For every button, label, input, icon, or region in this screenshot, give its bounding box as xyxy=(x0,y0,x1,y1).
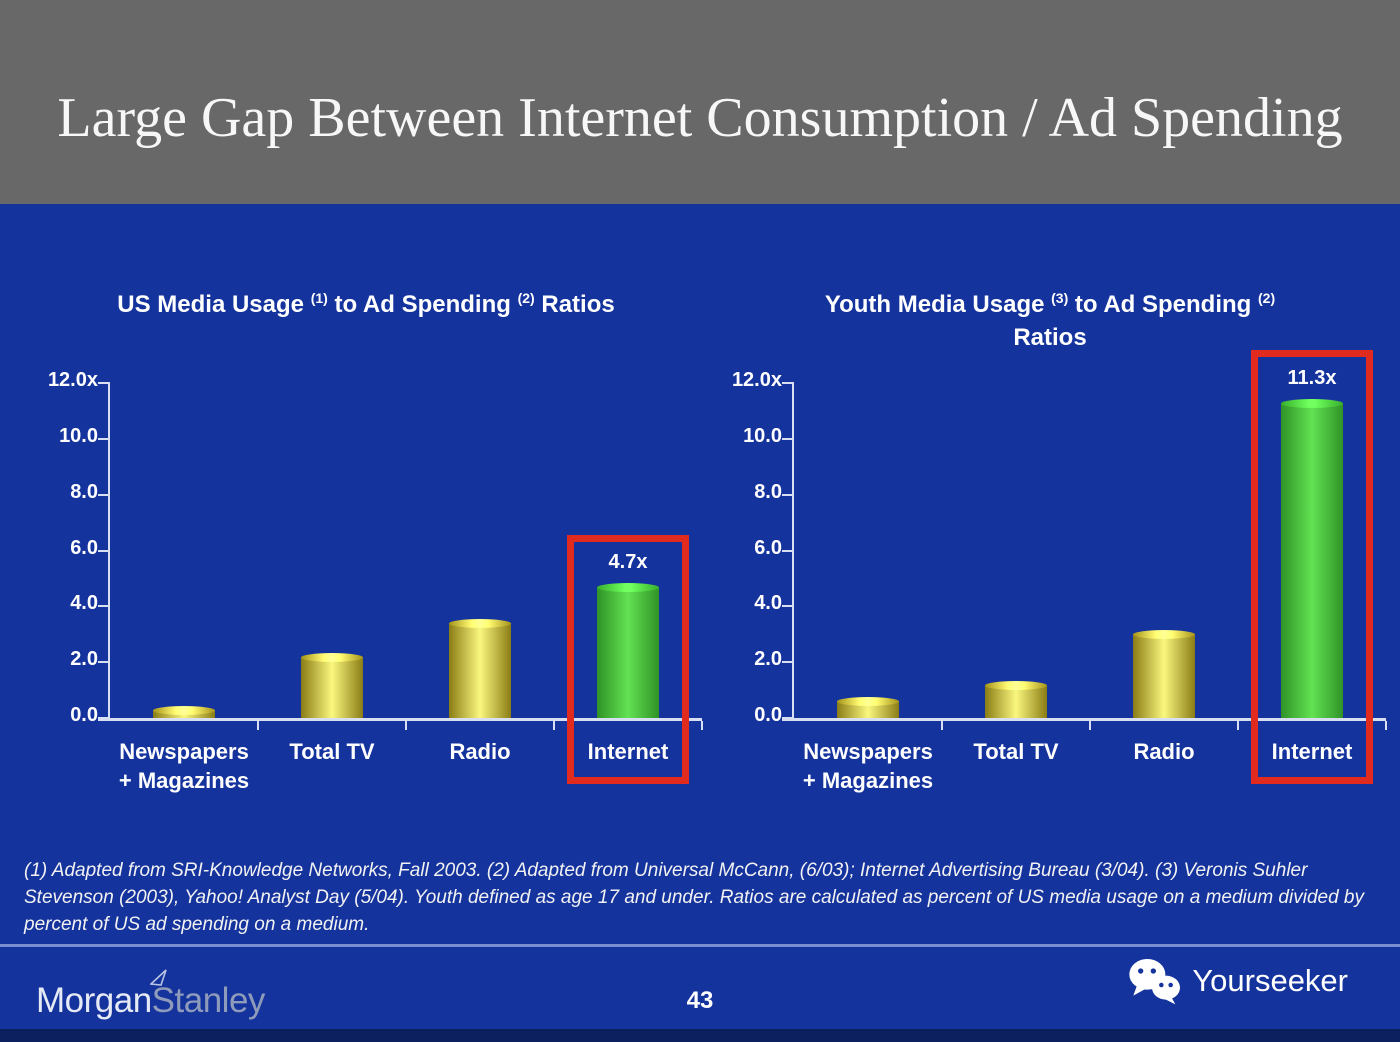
bar-total-tv xyxy=(985,684,1047,718)
y-tick-mark xyxy=(782,661,794,664)
y-tick-mark xyxy=(98,661,110,664)
y-tick-label: 10.0 xyxy=(743,424,782,447)
chart-title-us: US Media Usage (1) to Ad Spending (2) Ra… xyxy=(28,288,704,358)
chart-title-superscript: (3) xyxy=(1051,290,1069,306)
bar-chart-plot-youth: 12.0x 10.0 8.0 6.0 4.0 2.0 0.0 Newspapers + Mag… xyxy=(712,349,1388,810)
highlight-box xyxy=(567,535,689,784)
category-label-radio: Radio xyxy=(1133,739,1195,764)
wechat-icon xyxy=(1129,959,1181,1005)
y-tick-label: 12.0x xyxy=(47,369,98,391)
bottom-strip xyxy=(0,1029,1400,1042)
y-tick-label: 2.0 xyxy=(70,648,98,671)
x-tick-mark xyxy=(553,721,555,730)
x-axis-line xyxy=(782,718,1386,721)
y-tick-mark xyxy=(782,605,794,608)
bar-value-label: 4.7x xyxy=(608,550,648,573)
y-tick-mark xyxy=(782,493,794,496)
bar-internet xyxy=(1281,402,1343,718)
y-tick-mark xyxy=(782,549,794,552)
category-label-total-tv: Total TV xyxy=(973,739,1059,764)
chart-title-superscript: (2) xyxy=(517,290,535,306)
category-label-newspapers: Newspapers + Magazines xyxy=(118,739,250,793)
y-tick-mark xyxy=(98,437,110,440)
chart-us-media-usage: US Media Usage (1) to Ad Spending (2) Ra… xyxy=(28,288,704,818)
category-label-internet: Internet xyxy=(587,739,669,764)
morgan-stanley-triangle-icon xyxy=(150,969,167,986)
brand-stanley: Stanley xyxy=(151,981,266,1020)
x-tick-mark xyxy=(701,721,703,730)
x-tick-mark xyxy=(257,721,259,730)
bar-newspapers xyxy=(153,709,215,718)
chart-title-text: Youth Media Usage xyxy=(824,291,1052,318)
chart-title-text: to Ad Spending xyxy=(327,291,518,318)
y-tick-mark xyxy=(98,605,110,608)
yourseeker-logo: Yourseeker xyxy=(1126,957,1348,1005)
category-label-radio: Radio xyxy=(449,739,511,764)
chart-title-superscript: (2) xyxy=(1258,290,1276,306)
y-tick-label: 10.0 xyxy=(59,424,98,447)
bar-newspapers xyxy=(837,701,899,718)
footnote: (1) Adapted from SRI-Knowledge Networks,… xyxy=(24,860,1364,935)
y-tick-label: 6.0 xyxy=(70,536,98,559)
category-label-internet: Internet xyxy=(1271,739,1353,764)
x-tick-mark xyxy=(941,721,943,730)
y-tick-label: 0.0 xyxy=(754,704,782,726)
x-axis-line xyxy=(98,718,702,721)
slide-body: US Media Usage (1) to Ad Spending (2) Ra… xyxy=(0,204,1400,1042)
y-tick-mark xyxy=(98,382,110,384)
morgan-stanley-logo: MorganStanley xyxy=(36,969,266,1020)
bar-internet xyxy=(597,586,659,718)
bar-radio xyxy=(449,623,511,718)
bar-total-tv xyxy=(301,656,363,718)
x-tick-mark xyxy=(1237,721,1239,730)
y-tick-label: 4.0 xyxy=(754,592,782,615)
y-tick-mark xyxy=(98,717,110,719)
slide-footer: MorganStanley 43 Yourseeker xyxy=(0,947,1400,1029)
page-number: 43 xyxy=(686,987,714,1014)
y-tick-label: 0.0 xyxy=(70,704,98,726)
footer-divider xyxy=(0,944,1400,947)
category-label-total-tv: Total TV xyxy=(289,739,375,764)
chart-title-youth: Youth Media Usage (3) to Ad Spending (2)… xyxy=(712,288,1388,358)
category-label-newspapers: Newspapers + Magazines xyxy=(802,739,934,793)
slide-title: Large Gap Between Internet Consumption /… xyxy=(57,87,1343,149)
chart-title-superscript: (1) xyxy=(310,290,328,306)
chart-youth-media-usage: Youth Media Usage (3) to Ad Spending (2)… xyxy=(712,288,1388,818)
chart-title-text: Ratios xyxy=(534,291,615,318)
y-tick-mark xyxy=(98,549,110,552)
y-tick-mark xyxy=(98,493,110,496)
chart-title-text: US Media Usage xyxy=(117,291,311,318)
highlight-box xyxy=(1251,349,1373,784)
chart-title-text: to Ad Spending xyxy=(1068,291,1258,318)
y-tick-label: 8.0 xyxy=(754,480,782,503)
y-tick-label: 8.0 xyxy=(70,480,98,503)
brand-morgan: Morgan xyxy=(36,981,152,1020)
chart-title-text: Ratios xyxy=(1013,324,1087,352)
y-tick-mark xyxy=(782,717,794,719)
x-tick-mark xyxy=(1385,721,1387,730)
y-tick-label: 6.0 xyxy=(754,536,782,559)
yourseeker-label: Yourseeker xyxy=(1192,963,1348,998)
bar-radio xyxy=(1133,634,1195,718)
y-tick-mark xyxy=(782,382,794,384)
x-tick-mark xyxy=(1089,721,1091,730)
y-tick-label: 2.0 xyxy=(754,648,782,671)
slide-header: Large Gap Between Internet Consumption /… xyxy=(0,0,1400,204)
bar-value-label: 11.3x xyxy=(1287,366,1337,389)
y-tick-mark xyxy=(782,437,794,440)
x-tick-mark xyxy=(405,721,407,730)
y-tick-label: 12.0x xyxy=(731,369,782,391)
y-tick-label: 4.0 xyxy=(70,592,98,615)
bar-chart-plot-us: 12.0x 10.0 8.0 6.0 4.0 2.0 0.0 Newspapers + Mag… xyxy=(28,369,704,810)
